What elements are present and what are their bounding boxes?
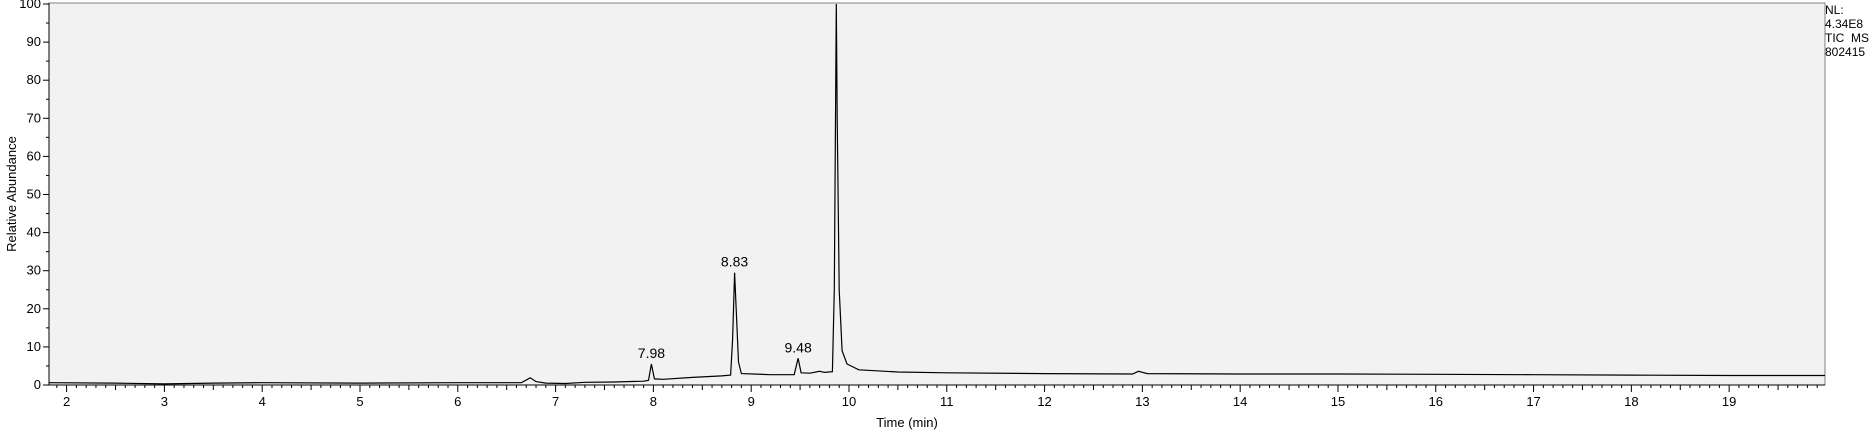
- x-tick-label: 13: [1135, 394, 1149, 409]
- x-tick-label: 3: [161, 394, 168, 409]
- x-tick-label: 18: [1624, 394, 1638, 409]
- y-tick-label: 10: [27, 339, 41, 354]
- nl-label: NL:: [1825, 3, 1844, 17]
- y-tick-label: 60: [27, 148, 41, 163]
- y-tick-label: 70: [27, 110, 41, 125]
- x-tick-label: 12: [1037, 394, 1051, 409]
- y-tick-label: 50: [27, 187, 41, 202]
- x-tick-label: 4: [259, 394, 266, 409]
- scan-filter: TIC MS: [1825, 31, 1869, 45]
- nl-value: 4.34E8: [1825, 17, 1864, 31]
- peak-label: 8.83: [721, 254, 748, 270]
- x-tick-label: 10: [842, 394, 856, 409]
- x-axis-title: Time (min): [876, 415, 938, 430]
- y-axis-title: Relative Abundance: [4, 136, 19, 252]
- x-tick-label: 9: [748, 394, 755, 409]
- x-tick-label: 11: [940, 394, 954, 409]
- x-tick-label: 17: [1526, 394, 1540, 409]
- scan-info: NL: 4.34E8 TIC MS 802415: [1825, 3, 1869, 59]
- x-tick-label: 7: [552, 394, 559, 409]
- peak-label: 7.98: [638, 345, 665, 361]
- x-tick-label: 15: [1331, 394, 1345, 409]
- peak-label: 9.87: [823, 0, 850, 1]
- x-tick-label: 2: [63, 394, 70, 409]
- y-tick-label: 90: [27, 34, 41, 49]
- peak-labels: 7.98 8.83 9.48 9.87: [638, 0, 850, 361]
- y-tick-label: 20: [27, 301, 41, 316]
- x-tick-label: 6: [454, 394, 461, 409]
- x-axis: 2 3 4 5 6 7 8 9 10 11 12 13 14 15 16 17 18 19: [49, 384, 1825, 409]
- x-tick-label: 8: [650, 394, 657, 409]
- y-tick-label: 40: [27, 225, 41, 240]
- x-tick-label: 14: [1233, 394, 1247, 409]
- tic-trace: [48, 3, 1825, 385]
- x-tick-label: 5: [356, 394, 363, 409]
- x-tick-label: 19: [1722, 394, 1736, 409]
- y-tick-label: 80: [27, 72, 41, 87]
- plot-area: [48, 2, 1826, 386]
- y-tick-label: 100: [19, 0, 41, 11]
- y-tick-label: 0: [34, 377, 41, 392]
- file-id: 802415: [1825, 45, 1866, 59]
- peak-label: 9.48: [785, 339, 812, 355]
- y-axis: 0 10 20 30 40 50 60 70 80 90 100: [19, 0, 50, 392]
- y-tick-label: 30: [27, 263, 41, 278]
- x-tick-label: 16: [1429, 394, 1443, 409]
